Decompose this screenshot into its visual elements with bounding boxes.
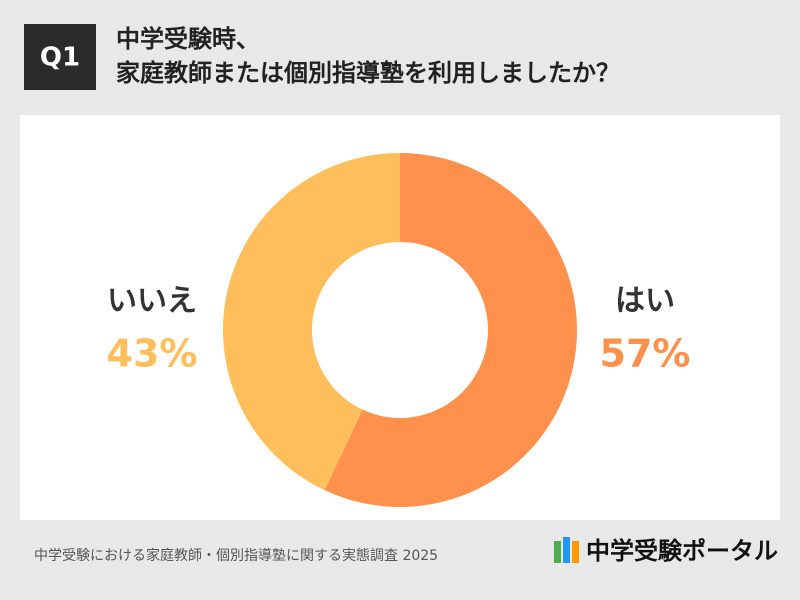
category-label: いいえ <box>107 284 197 319</box>
logo-bar <box>554 541 561 563</box>
badge-box <box>24 24 96 90</box>
title-line: 家庭教師または個別指導塾を利用しましたか？ <box>116 59 620 87</box>
badge: Q1 <box>40 43 80 73</box>
category-label: はい <box>615 284 675 319</box>
source: 中学受験における家庭教師・個別指導塾に関する実態調査 2025 <box>34 547 438 564</box>
donut-slice <box>222 153 400 491</box>
donut-chart: はい 57% いいえ 43% <box>107 153 691 508</box>
value-label: 57% <box>600 332 691 376</box>
donut-slice <box>324 153 577 508</box>
logo: 中学受験ポータル <box>586 537 778 565</box>
title-line: 中学受験時、 <box>116 25 260 53</box>
logo-bar <box>563 537 570 563</box>
logo-icon <box>554 537 579 563</box>
value-label: 43% <box>107 332 198 376</box>
logo-bar <box>572 541 579 563</box>
